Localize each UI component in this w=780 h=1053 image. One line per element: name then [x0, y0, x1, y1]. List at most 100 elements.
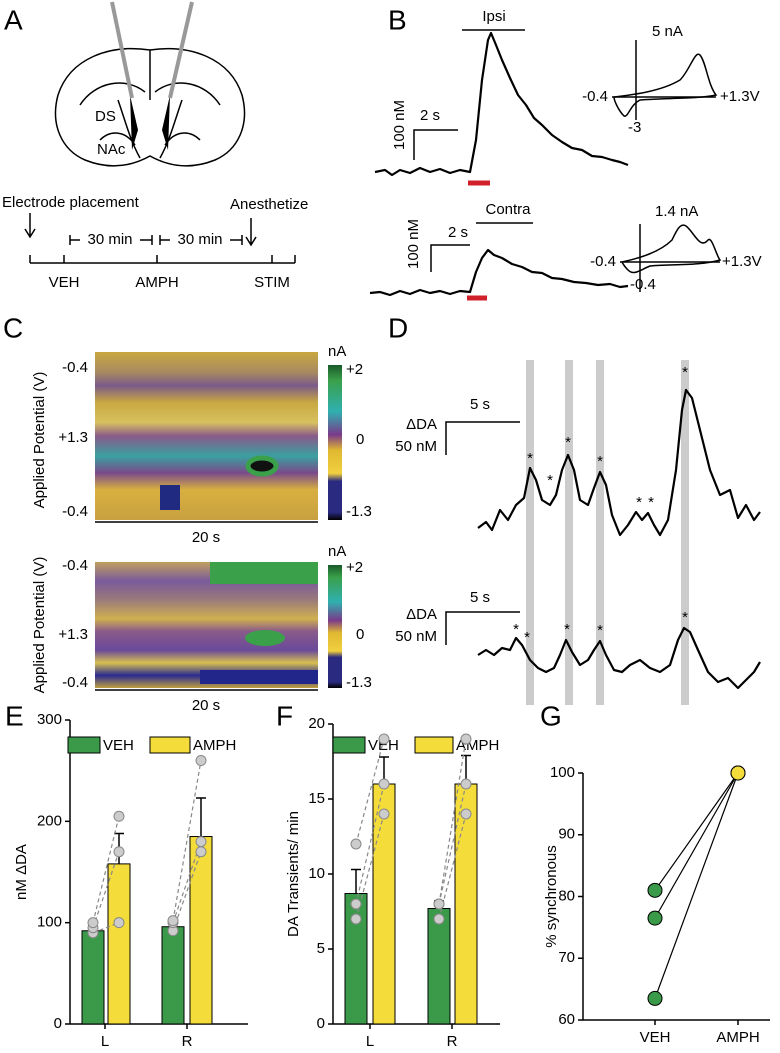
panel-c: C nA +2 0 -1.3 -0.4 +1.3 -0.4 Applied Po… — [3, 312, 372, 714]
trace — [477, 626, 761, 690]
cv-curve — [613, 53, 718, 117]
cv-label: +1.3V — [722, 253, 762, 270]
cv-axes — [620, 224, 720, 292]
panel-label: B — [388, 4, 407, 35]
cv-label: +1.3V — [720, 88, 760, 105]
colorbar-label: +2 — [346, 361, 363, 378]
point — [195, 836, 207, 848]
star: * — [524, 629, 530, 646]
x-tick-label: AMPH — [716, 1029, 759, 1046]
bar — [189, 836, 213, 1025]
y-tick-label: 20 — [308, 715, 325, 732]
scale-label: ΔDA — [406, 606, 437, 623]
trace-title: Contra — [485, 201, 531, 218]
error-bar — [196, 797, 206, 837]
x-tick-label: R — [447, 1033, 458, 1050]
heatmap-detail — [245, 630, 285, 646]
point — [113, 917, 125, 929]
point — [195, 846, 207, 858]
cv-label: -0.4 — [630, 276, 656, 293]
error-bar — [351, 868, 361, 894]
electrode — [168, 1, 194, 99]
point — [350, 898, 362, 910]
trace — [477, 388, 761, 537]
star: * — [547, 472, 553, 489]
colorbar-label: -1.3 — [346, 674, 372, 691]
trace — [374, 31, 629, 177]
cv-label: 5 nA — [652, 23, 683, 40]
legend-swatch — [67, 736, 101, 754]
legend-label: AMPH — [193, 737, 236, 754]
point — [433, 898, 445, 910]
y-tick-label: 0 — [317, 1015, 325, 1032]
timeline-label: VEH — [49, 274, 80, 291]
star: * — [636, 494, 642, 511]
bar — [107, 863, 131, 1025]
point — [167, 915, 179, 927]
point — [647, 990, 663, 1006]
star: * — [565, 434, 571, 451]
panel-d: D 5 s ΔDA 50 nM * * * * * * * 5 s ΔDA 50… — [388, 312, 761, 705]
panel-label: E — [5, 700, 24, 731]
y-tick-label: -0.4 — [62, 557, 88, 574]
arrow — [24, 213, 257, 247]
panel-label: C — [3, 312, 23, 343]
colorbar-label: +2 — [346, 559, 363, 576]
point — [113, 846, 125, 858]
cv-label: 1.4 nA — [655, 203, 698, 220]
y-axis-label: Applied Potential (V) — [31, 557, 48, 694]
star: * — [597, 453, 603, 470]
scale-label: 50 nM — [395, 628, 437, 645]
panel-a: A DS NAc Electrode placement Anesthetize… — [2, 1, 308, 291]
heatmap-detail — [210, 562, 318, 584]
time-label: 20 s — [192, 697, 220, 714]
y-tick-label: 60 — [558, 1011, 575, 1028]
y-tick-label: 10 — [308, 865, 325, 882]
scale-bar — [445, 611, 520, 645]
panel-label: G — [540, 700, 562, 731]
point — [195, 755, 207, 767]
y-tick-label: 200 — [37, 812, 62, 829]
brain-detail — [79, 50, 221, 159]
panel-label: F — [276, 700, 293, 731]
point — [647, 910, 663, 926]
point — [460, 808, 472, 820]
pair-line — [172, 841, 202, 923]
colorbar — [328, 365, 342, 520]
point — [350, 838, 362, 850]
star: * — [682, 364, 688, 381]
trace-title: Ipsi — [482, 8, 505, 25]
legend-swatch — [149, 736, 191, 754]
star: * — [682, 609, 688, 626]
star: * — [527, 450, 533, 467]
point — [378, 733, 390, 745]
star: * — [648, 494, 654, 511]
colorbar-unit: nA — [328, 543, 346, 560]
colorbar-label: 0 — [356, 626, 364, 643]
timeline-label: Electrode placement — [2, 194, 140, 211]
x-tick-label: L — [101, 1033, 109, 1050]
point — [460, 778, 472, 790]
bracket — [69, 235, 243, 245]
scale-bar — [445, 421, 520, 455]
interval-label: 30 min — [87, 231, 132, 248]
point — [647, 882, 663, 898]
point — [378, 808, 390, 820]
y-tick-label: 90 — [558, 826, 575, 843]
x-tick-label: L — [366, 1033, 374, 1050]
bar — [81, 930, 105, 1025]
ventricle — [130, 95, 170, 150]
electrode — [110, 1, 134, 99]
sync-band — [526, 360, 534, 705]
cv-label: -0.4 — [582, 88, 608, 105]
y-tick-label: -0.4 — [62, 359, 88, 376]
colorbar-label: 0 — [356, 431, 364, 448]
bar — [161, 926, 185, 1025]
brain-outline — [54, 47, 246, 167]
cv-label: -0.4 — [590, 253, 616, 270]
bar — [372, 783, 396, 1025]
region-label: DS — [95, 108, 116, 125]
pair-line — [654, 772, 739, 999]
y-axis-label: Applied Potential (V) — [31, 372, 48, 509]
